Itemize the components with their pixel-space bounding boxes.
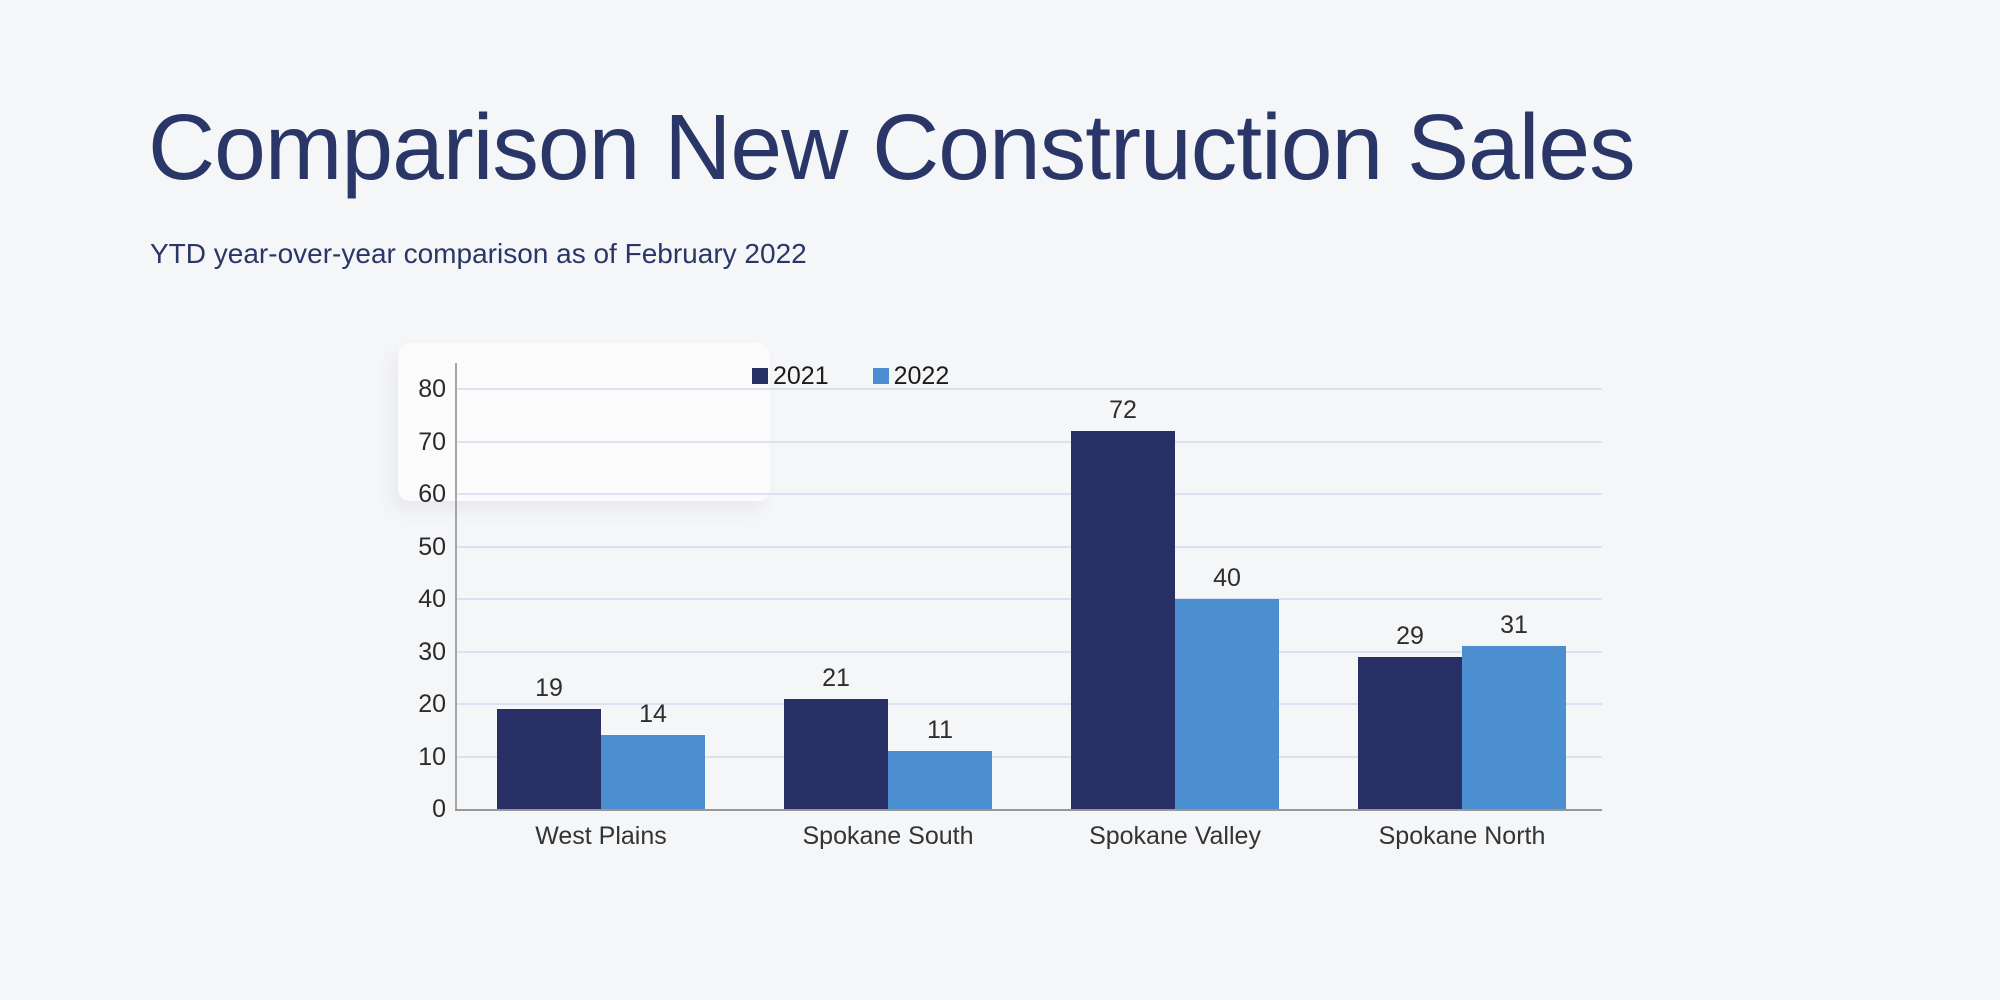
y-axis-tick-label: 50 [418,532,446,561]
bar-2022 [601,735,705,809]
bar-2022 [888,751,992,809]
bar-value-label: 29 [1396,622,1424,650]
x-axis-category-label: Spokane Valley [1089,822,1261,850]
legend-swatch-icon [872,368,889,384]
y-axis-tick-label: 70 [418,427,446,456]
gridline [457,755,1602,758]
legend-item-2022: 2022 [872,361,950,391]
y-axis-tick-label: 30 [418,637,446,666]
gridline [457,493,1602,495]
bar-2021 [1071,431,1175,809]
gridline [457,598,1602,600]
bar-2021 [1358,657,1462,809]
y-axis-tick-label: 10 [418,742,446,771]
bar-value-label: 14 [639,700,667,728]
bar-value-label: 21 [822,664,850,692]
gridline [457,703,1602,705]
gridline [457,545,1602,548]
bar-value-label: 31 [1500,611,1528,639]
bar-value-label: 40 [1213,564,1241,592]
legend-label: 2022 [893,361,950,390]
legend-label: 2021 [773,361,829,390]
gridline [457,650,1602,653]
x-axis-category-label: West Plains [535,822,667,850]
y-axis-tick-label: 40 [418,585,446,613]
bar-2022 [1462,646,1566,809]
bar-2022 [1175,599,1279,809]
x-axis-category-label: Spokane North [1378,822,1546,850]
x-axis-line [455,809,1602,811]
bar-value-label: 19 [535,674,563,702]
y-axis-line [455,363,457,811]
chart-legend: 2021 2022 [752,361,949,391]
bar-2021 [784,699,888,809]
y-axis-tick-label: 80 [418,375,446,403]
bar-value-label: 11 [927,716,953,744]
highlight-panel [398,343,770,501]
y-axis-tick-label: 20 [418,690,446,718]
page-title: Comparison New Construction Sales [148,95,1636,199]
x-axis-category-label: Spokane South [802,822,974,850]
y-axis-tick-label: 60 [418,480,446,508]
gridline [457,440,1602,443]
legend-swatch-icon [752,368,768,384]
y-axis-tick-label: 0 [432,795,446,823]
bar-value-label: 72 [1109,396,1137,424]
page-subtitle: YTD year-over-year comparison as of Febr… [150,238,807,269]
bar-2021 [497,709,601,809]
gridline [457,388,1602,390]
legend-item-2021: 2021 [752,362,829,391]
